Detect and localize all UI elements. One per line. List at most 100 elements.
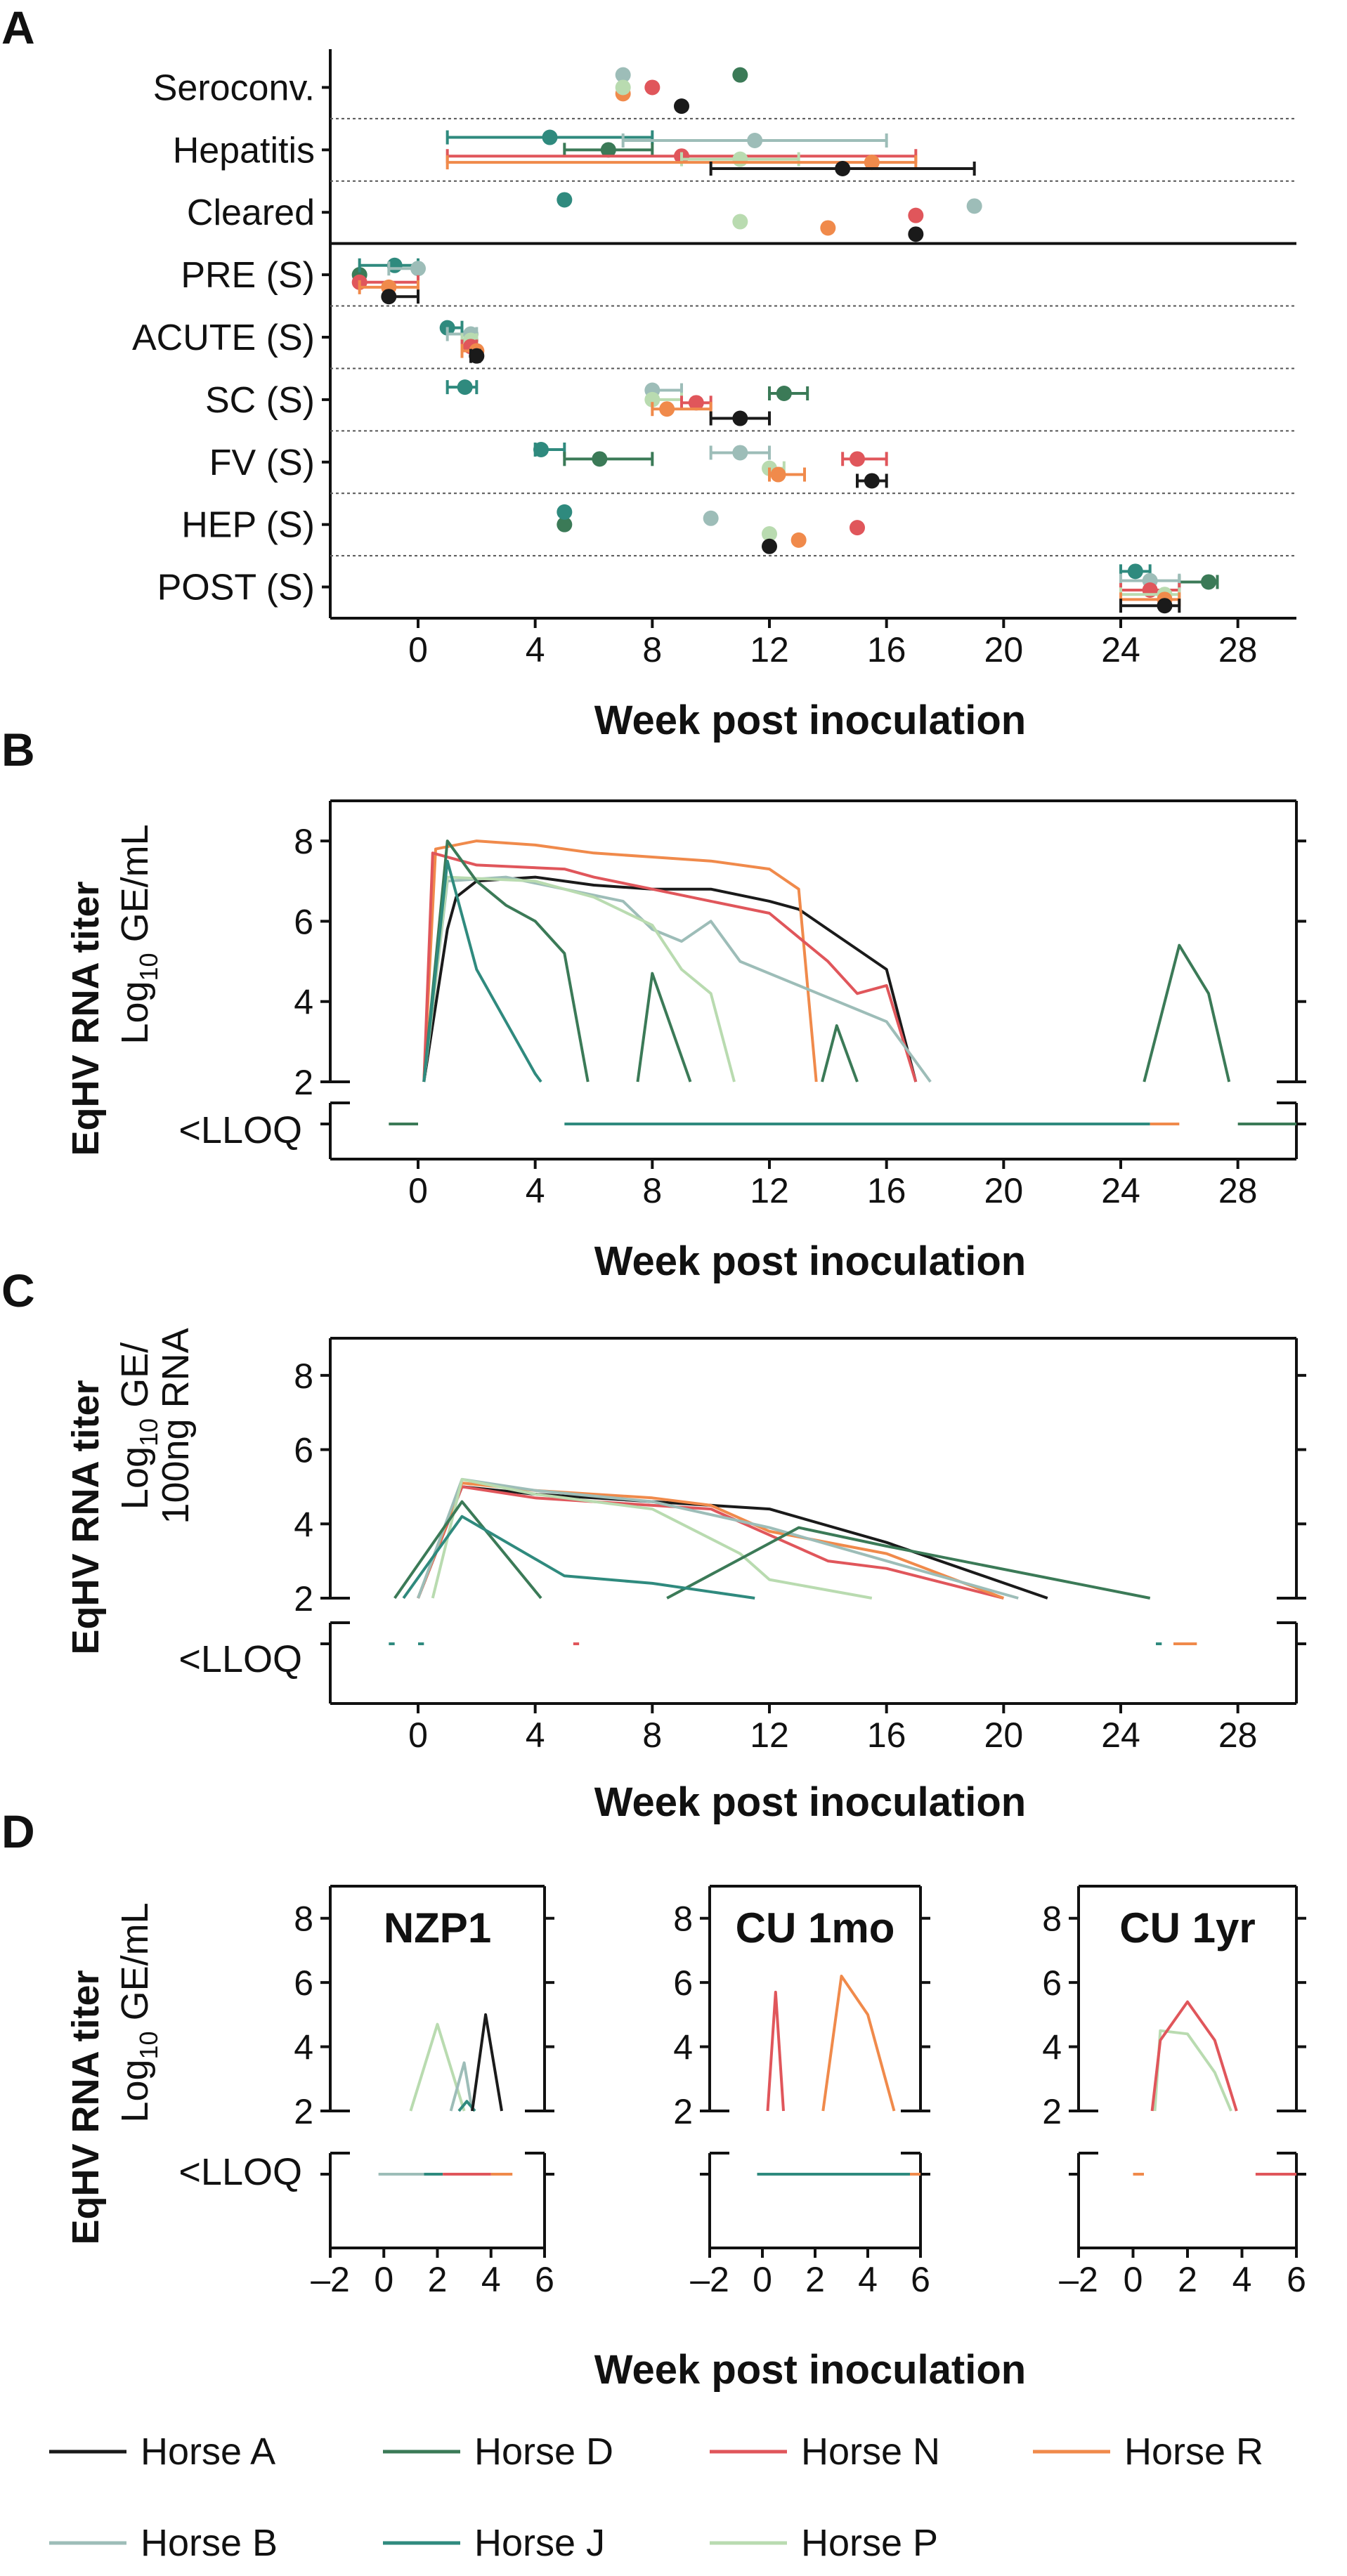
panel-d-sub3-title: CU 1yr — [1119, 1904, 1255, 1951]
panel-b-y-axis-label: Log10 GE/mL — [114, 824, 163, 1044]
panel-a-x-axis-label: Week post inoculation — [594, 698, 1026, 743]
panel-b: B EqHV RNA titer Log10 GE/mL <LLOQ 24680… — [1, 724, 1306, 1284]
panel-d-sub3-x-tick-label: 2 — [1178, 2260, 1197, 2299]
panel-b-x-tick-label: 28 — [1218, 1171, 1258, 1210]
panel-c-x-tick-label: 24 — [1101, 1715, 1140, 1755]
panel-c-series-horse-J — [402, 1515, 755, 1600]
panel-a-point-horse-A — [1157, 598, 1173, 614]
panel-a-point-horse-A — [908, 226, 924, 242]
panel-a-point-horse-N — [850, 451, 865, 467]
panel-a-point-horse-J — [1127, 563, 1143, 580]
panel-b-x-tick-label: 8 — [642, 1171, 662, 1210]
panel-b-series-horse-D — [821, 1024, 859, 1083]
panel-a-point-horse-B — [410, 261, 426, 277]
panel-c-y-axis-label: Log10 GE/ — [114, 1342, 163, 1510]
panel-c-x-tick-label: 28 — [1218, 1715, 1258, 1755]
panel-d-y-axis-label-bold: EqHV RNA titer — [65, 1970, 107, 2244]
panel-b-y-tick-label: 2 — [294, 1063, 313, 1102]
panel-b-x-tick-label: 0 — [408, 1171, 428, 1210]
panel-d-sub1-y-tick-label: 4 — [294, 2028, 313, 2067]
panel-a-row-label: PRE (S) — [181, 255, 315, 296]
panel-b-x-tick-label: 12 — [750, 1171, 789, 1210]
panel-a-point-horse-R — [864, 155, 880, 171]
panel-a-point-horse-J — [542, 129, 558, 145]
panel-b-series-horse-D — [1143, 943, 1231, 1083]
panel-a-x-tick-label: 28 — [1218, 630, 1258, 669]
panel-a-point-horse-N — [908, 207, 924, 223]
panel-d-sub1-y-tick-label: 2 — [294, 2092, 313, 2131]
panel-a-point-horse-R — [820, 220, 836, 236]
panel-b-series-horse-P — [422, 875, 736, 1083]
panel-b-x-tick-label: 20 — [984, 1171, 1024, 1210]
panel-d-sub2-y-tick-label: 4 — [673, 2028, 693, 2067]
panel-d-sub2-title: CU 1mo — [736, 1904, 895, 1951]
panel-c-x-tick-label: 4 — [526, 1715, 545, 1755]
panel-a-point-horse-N — [644, 79, 661, 96]
panel-c-x-tick-label: 16 — [867, 1715, 906, 1755]
panel-a-point-horse-D — [600, 142, 616, 158]
panel-b-y-axis-label-bold: EqHV RNA titer — [65, 881, 107, 1156]
panel-a-point-horse-P — [644, 391, 661, 407]
panel-a-x-tick-label: 8 — [642, 630, 662, 669]
panel-a-row-label: Cleared — [187, 192, 315, 233]
legend-label-horse-D: Horse D — [474, 2431, 613, 2473]
panel-a-point-horse-B — [966, 198, 982, 214]
panel-d-sub1-series-horse-P — [409, 2022, 466, 2112]
panel-d-sub1-x-tick-label: 0 — [374, 2260, 393, 2299]
legend-label-horse-J: Horse J — [474, 2522, 605, 2564]
panel-d-sub2-y-tick-label: 2 — [673, 2092, 693, 2131]
panel-d-sub1-y-tick-label: 8 — [294, 1900, 313, 1939]
panel-a-point-horse-A — [732, 410, 748, 426]
panel-a: A Seroconv. Hepatitis Cleared PRE (S) ACUTE … — [1, 1, 1296, 743]
panel-a-point-horse-D — [1201, 574, 1216, 590]
panel-d-sub3-x-tick-label: 6 — [1287, 2260, 1306, 2299]
legend: Horse A Horse D Horse N Horse R Horse B Horse… — [49, 2431, 1263, 2564]
panel-b-series-horse-J — [422, 859, 542, 1083]
panel-b-y-tick-label: 4 — [294, 983, 313, 1022]
panel-c-x-tick-label: 12 — [750, 1715, 789, 1755]
panel-d-sub3-y-tick-label: 2 — [1042, 2092, 1062, 2131]
panel-d-sub2-x-tick-label: 6 — [911, 2260, 930, 2299]
panel-d-sub1-x-tick-label: 6 — [535, 2260, 554, 2299]
panel-d-sub2-x-tick-label: 4 — [858, 2260, 878, 2299]
panel-a-point-horse-J — [557, 504, 573, 520]
panel-a-point-horse-D — [732, 67, 748, 83]
panel-a-point-horse-B — [732, 445, 748, 461]
panel-a-point-horse-B — [615, 67, 631, 83]
panel-a-point-horse-A — [674, 98, 689, 115]
panel-d-sub3-y-tick-label: 8 — [1042, 1900, 1062, 1939]
panel-b-series-horse-D — [422, 839, 590, 1083]
panel-c-series-horse-D — [666, 1526, 1151, 1600]
panel-c-y-tick-label: 8 — [294, 1356, 313, 1396]
panel-c-series-horse-P — [431, 1477, 873, 1600]
panel-d-sub3-y-tick-label: 4 — [1042, 2028, 1062, 2067]
panel-c-series-horse-N — [417, 1485, 1004, 1600]
legend-label-horse-A: Horse A — [141, 2431, 275, 2473]
panel-a-point-horse-N — [850, 520, 865, 536]
panel-b-series-horse-B — [422, 875, 932, 1083]
panel-a-x-tick-label: 4 — [526, 630, 545, 669]
panel-d-sub1-y-tick-label: 6 — [294, 1963, 313, 2003]
panel-c: C EqHV RNA titer Log10 GE/ 100ng RNA <LL… — [1, 1264, 1306, 1825]
panel-d-x-axis-label: Week post inoculation — [594, 2347, 1026, 2393]
panel-b-lloq-label: <LLOQ — [178, 1109, 302, 1151]
panel-d-sub2-x-tick-label: 2 — [805, 2260, 825, 2299]
panel-b-series-horse-N — [422, 851, 918, 1083]
legend-label-horse-N: Horse N — [801, 2431, 940, 2473]
panel-c-x-tick-label: 0 — [408, 1715, 428, 1755]
panel-a-point-horse-P — [732, 151, 748, 167]
panel-b-x-tick-label: 4 — [526, 1171, 545, 1210]
panel-d-sub2-x-tick-label: 0 — [753, 2260, 772, 2299]
panel-a-row-label: FV (S) — [209, 443, 315, 483]
panel-d-sub2-x-tick-label: –2 — [690, 2260, 729, 2299]
panel-d-sub3-y-tick-label: 6 — [1042, 1963, 1062, 2003]
panel-a-row-label: SC (S) — [205, 380, 315, 421]
panel-d-sub3-series-horse-N — [1150, 2000, 1238, 2112]
panel-a-point-horse-J — [557, 192, 573, 208]
panel-d-sub1-series-horse-A — [471, 2013, 503, 2112]
